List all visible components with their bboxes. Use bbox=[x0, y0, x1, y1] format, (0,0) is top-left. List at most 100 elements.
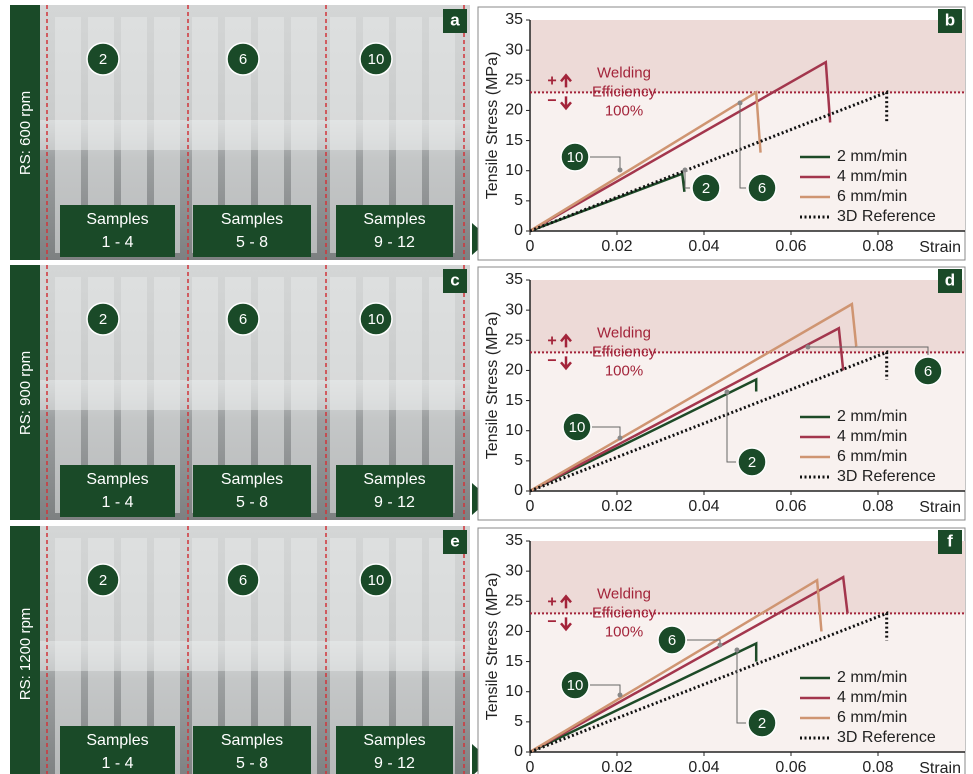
legend-label: 3D Reference bbox=[837, 729, 936, 746]
group-range: 9 - 12 bbox=[374, 234, 415, 251]
group-range: 1 - 4 bbox=[101, 234, 133, 251]
x-tick-label: 0.02 bbox=[601, 238, 632, 255]
y-tick-label: 35 bbox=[505, 532, 523, 549]
callout-point bbox=[806, 345, 811, 350]
efficiency-label: Efficiency bbox=[592, 343, 656, 360]
legend-label: 4 mm/min bbox=[837, 168, 907, 185]
group-label: Samples bbox=[221, 211, 283, 228]
minus-sign: − bbox=[547, 614, 556, 631]
y-tick-label: 5 bbox=[514, 713, 523, 730]
group-range: 1 - 4 bbox=[101, 755, 133, 772]
legend-label: 3D Reference bbox=[837, 468, 936, 485]
group-label: Samples bbox=[363, 471, 425, 488]
x-tick-label: 0.04 bbox=[688, 498, 719, 515]
panel-letter: d bbox=[945, 270, 955, 289]
y-tick-label: 20 bbox=[505, 362, 523, 379]
callout-label: 6 bbox=[668, 632, 676, 649]
plus-sign: + bbox=[547, 333, 556, 350]
y-axis-label: Tensile Stress (MPa) bbox=[484, 573, 501, 721]
callout-label: 2 bbox=[702, 180, 710, 197]
callout-label: 2 bbox=[748, 454, 756, 471]
above-efficiency bbox=[530, 541, 965, 613]
panel-letter: a bbox=[450, 10, 460, 29]
speed-label: RS: 1200 rpm bbox=[17, 608, 34, 701]
weld-zone bbox=[40, 120, 470, 150]
plus-sign: + bbox=[547, 73, 556, 90]
efficiency-label: Welding bbox=[597, 324, 651, 341]
y-tick-label: 0 bbox=[514, 743, 523, 760]
y-tick-label: 0 bbox=[514, 482, 523, 499]
group-range: 5 - 8 bbox=[236, 755, 268, 772]
x-tick-label: 0.08 bbox=[862, 759, 893, 774]
speed-label: RS: 600 rpm bbox=[17, 91, 34, 175]
x-axis-label: Strain bbox=[919, 499, 961, 516]
above-efficiency bbox=[530, 280, 965, 352]
efficiency-label: 100% bbox=[605, 362, 643, 379]
callout-point bbox=[725, 390, 730, 395]
x-tick-label: 0.02 bbox=[601, 498, 632, 515]
sample-id: 6 bbox=[239, 311, 247, 328]
figure: RS: 600 rpm 2 6 10 Samples 1 - 4 Samples 5 - 8 S… bbox=[0, 0, 973, 774]
group-label: Samples bbox=[86, 211, 148, 228]
legend-label: 4 mm/min bbox=[837, 689, 907, 706]
y-tick-label: 25 bbox=[505, 593, 523, 610]
x-tick-label: 0.06 bbox=[775, 238, 806, 255]
callout-point bbox=[618, 168, 623, 173]
legend-label: 3D Reference bbox=[837, 208, 936, 225]
callout-label: 6 bbox=[758, 180, 766, 197]
sample-id: 6 bbox=[239, 572, 247, 589]
sample-id: 2 bbox=[99, 51, 107, 68]
callout-point bbox=[618, 436, 623, 441]
x-tick-label: 0.06 bbox=[775, 498, 806, 515]
panel-letter: e bbox=[450, 531, 459, 550]
y-axis-label: Tensile Stress (MPa) bbox=[484, 52, 501, 200]
y-tick-label: 30 bbox=[505, 562, 523, 579]
callout-label: 2 bbox=[758, 715, 766, 732]
group-label: Samples bbox=[363, 732, 425, 749]
y-tick-label: 30 bbox=[505, 301, 523, 318]
x-tick-label: 0.04 bbox=[688, 759, 719, 774]
callout-point bbox=[618, 693, 623, 698]
sample-id: 2 bbox=[99, 572, 107, 589]
legend-label: 4 mm/min bbox=[837, 428, 907, 445]
group-range: 1 - 4 bbox=[101, 494, 133, 511]
y-tick-label: 35 bbox=[505, 11, 523, 28]
callout-point bbox=[718, 643, 723, 648]
callout-label: 10 bbox=[569, 419, 586, 436]
callout-point bbox=[738, 101, 743, 106]
legend-label: 2 mm/min bbox=[837, 408, 907, 425]
group-range: 5 - 8 bbox=[236, 234, 268, 251]
x-tick-label: 0 bbox=[526, 238, 535, 255]
sample-id: 10 bbox=[368, 311, 385, 328]
group-label: Samples bbox=[221, 732, 283, 749]
x-axis-label: Strain bbox=[919, 760, 961, 774]
y-tick-label: 10 bbox=[505, 683, 523, 700]
y-tick-label: 20 bbox=[505, 102, 523, 119]
weld-zone bbox=[40, 380, 470, 410]
group-range: 9 - 12 bbox=[374, 494, 415, 511]
callout-point bbox=[683, 168, 688, 173]
callout-label: 10 bbox=[567, 677, 584, 694]
efficiency-label: 100% bbox=[605, 623, 643, 640]
x-tick-label: 0.08 bbox=[862, 238, 893, 255]
minus-sign: − bbox=[547, 93, 556, 110]
efficiency-label: Efficiency bbox=[592, 604, 656, 621]
legend-label: 2 mm/min bbox=[837, 669, 907, 686]
sample-id: 6 bbox=[239, 51, 247, 68]
y-tick-label: 15 bbox=[505, 132, 523, 149]
group-range: 9 - 12 bbox=[374, 755, 415, 772]
x-tick-label: 0.02 bbox=[601, 759, 632, 774]
y-tick-label: 15 bbox=[505, 653, 523, 670]
legend-label: 2 mm/min bbox=[837, 148, 907, 165]
y-tick-label: 30 bbox=[505, 41, 523, 58]
efficiency-label: Welding bbox=[597, 64, 651, 81]
efficiency-label: Welding bbox=[597, 585, 651, 602]
x-tick-label: 0.06 bbox=[775, 759, 806, 774]
y-tick-label: 10 bbox=[505, 162, 523, 179]
callout-point bbox=[735, 648, 740, 653]
panel-letter: c bbox=[450, 270, 459, 289]
callout-label: 6 bbox=[924, 363, 932, 380]
y-tick-label: 5 bbox=[514, 452, 523, 469]
legend-label: 6 mm/min bbox=[837, 188, 907, 205]
x-tick-label: 0.08 bbox=[862, 498, 893, 515]
